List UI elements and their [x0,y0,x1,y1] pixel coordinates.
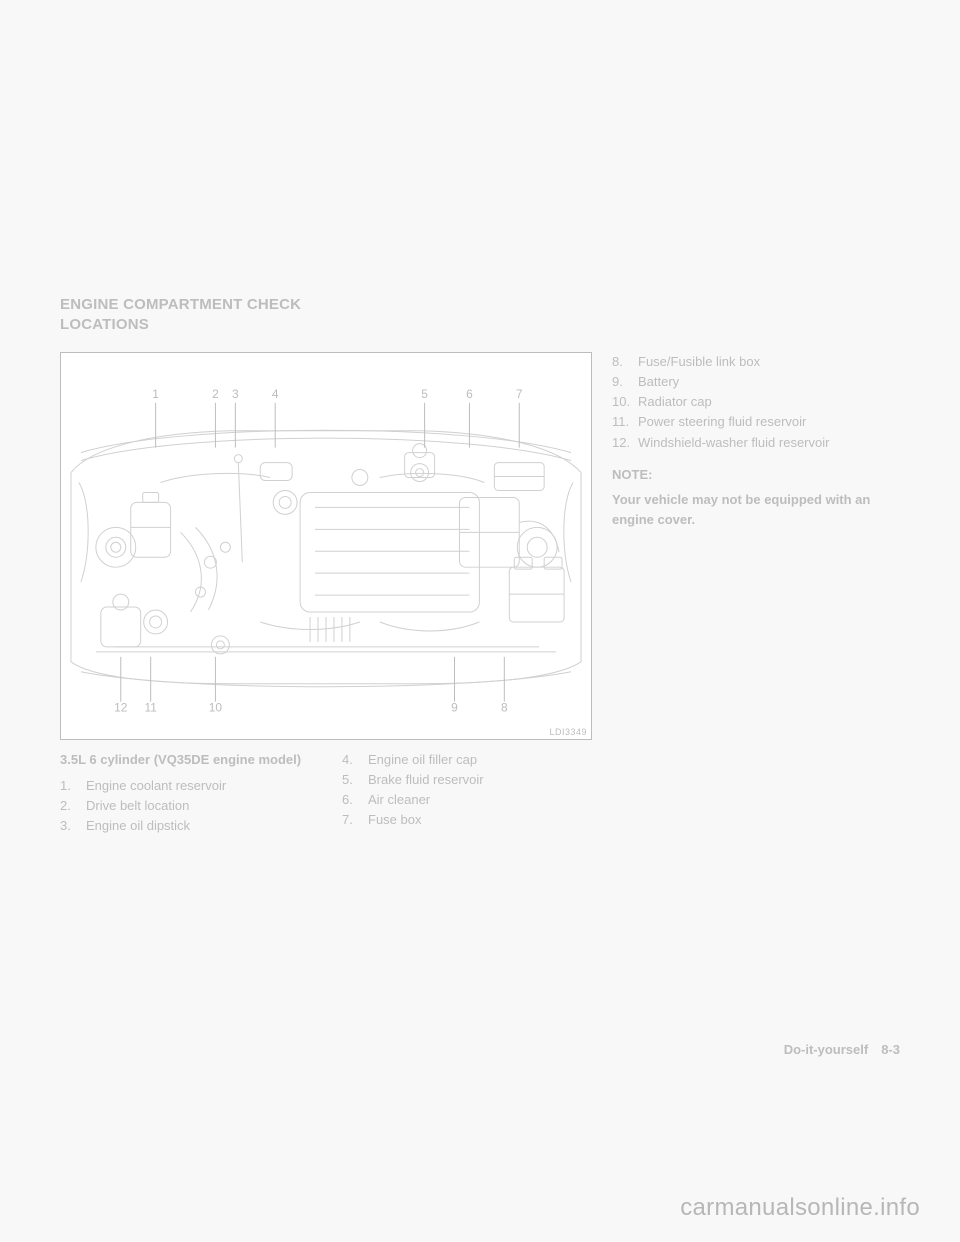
page-footer: Do-it-yourself 8-3 [784,1042,900,1057]
list-item-text: Air cleaner [368,790,430,810]
list-item-text: Windshield-washer fluid reservoir [638,433,829,453]
list-item: 8.Fuse/Fusible link box [612,352,900,372]
component-list-middle: 4.Engine oil filler cap5.Brake fluid res… [342,750,592,831]
heading-line2: LOCATIONS [60,316,149,333]
list-item-number: 8. [612,352,638,372]
callout-number: 4 [272,387,279,401]
list-item: 5.Brake fluid reservoir [342,770,592,790]
list-item-number: 1. [60,776,86,796]
engine-model-subtitle: 3.5L 6 cylinder (VQ35DE engine model) [60,750,310,770]
list-item-text: Fuse/Fusible link box [638,352,760,372]
list-item-text: Fuse box [368,810,421,830]
component-list-right: 8.Fuse/Fusible link box9.Battery10.Radia… [612,352,900,453]
component-list-left: 1.Engine coolant reservoir2.Drive belt l… [60,776,310,836]
note-heading: NOTE: [612,467,900,482]
list-item: 7.Fuse box [342,810,592,830]
list-item-text: Engine oil filler cap [368,750,477,770]
callout-number: 12 [114,701,128,715]
list-item-text: Battery [638,372,679,392]
list-item: 4.Engine oil filler cap [342,750,592,770]
list-item-text: Brake fluid reservoir [368,770,484,790]
list-item-text: Power steering fluid reservoir [638,412,806,432]
list-item-number: 9. [612,372,638,392]
callout-number: 10 [209,701,223,715]
callout-number: 11 [144,701,157,715]
list-item: 10.Radiator cap [612,392,900,412]
callout-number: 6 [466,387,473,401]
list-item-number: 10. [612,392,638,412]
list-item-number: 2. [60,796,86,816]
callout-number: 7 [516,387,523,401]
heading-line1: ENGINE COMPARTMENT CHECK [60,296,301,313]
callout-number: 2 [212,387,219,401]
list-item-number: 5. [342,770,368,790]
list-item-number: 3. [60,816,86,836]
list-item: 11.Power steering fluid reservoir [612,412,900,432]
engine-diagram-figure: 123456712111098 LDI3349 [60,352,592,740]
list-item-text: Radiator cap [638,392,712,412]
watermark: carmanualsonline.info [680,1194,920,1222]
list-item: 12.Windshield-washer fluid reservoir [612,433,900,453]
callout-number: 1 [152,387,159,401]
callout-number: 3 [232,387,239,401]
callout-number: 9 [451,701,458,715]
list-item-number: 4. [342,750,368,770]
callout-number: 5 [421,387,428,401]
list-item: 3.Engine oil dipstick [60,816,310,836]
list-item: 9.Battery [612,372,900,392]
list-item-number: 12. [612,433,638,453]
list-item-number: 11. [612,412,638,432]
list-item: 2.Drive belt location [60,796,310,816]
list-item: 6.Air cleaner [342,790,592,810]
list-item: 1.Engine coolant reservoir [60,776,310,796]
figure-code: LDI3349 [549,727,587,737]
list-item-text: Drive belt location [86,796,189,816]
list-item-text: Engine oil dipstick [86,816,190,836]
callout-number: 8 [501,701,508,715]
engine-diagram-svg: 123456712111098 [61,353,591,740]
note-body: Your vehicle may not be equipped with an… [612,490,900,530]
list-item-number: 6. [342,790,368,810]
section-heading: ENGINE COMPARTMENT CHECK LOCATIONS [60,295,900,334]
list-item-number: 7. [342,810,368,830]
list-item-text: Engine coolant reservoir [86,776,226,796]
